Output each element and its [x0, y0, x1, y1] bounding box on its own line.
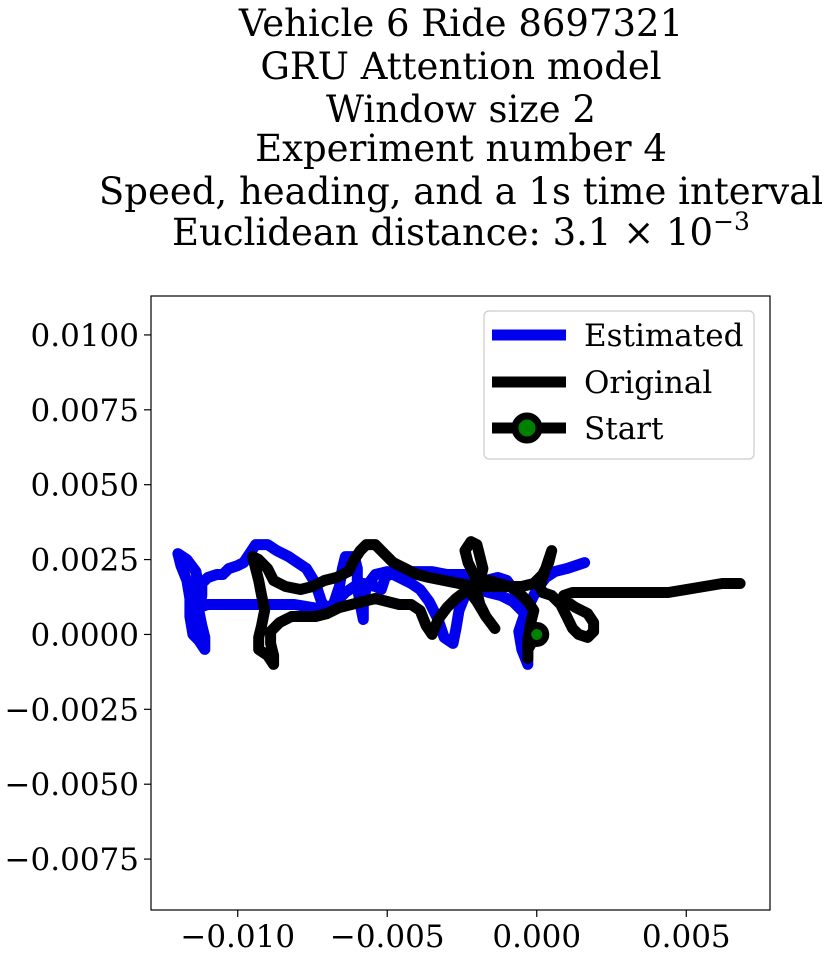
legend-start-label: Start — [584, 411, 664, 447]
x-tick-label: −0.010 — [180, 919, 295, 955]
y-tick-label: 0.0050 — [31, 468, 139, 504]
legend-start-marker — [511, 412, 543, 444]
legend-estimated-label: Estimated — [584, 318, 743, 354]
chart-title: Vehicle 6 Ride 8697321 GRU Attention mod… — [99, 2, 823, 254]
y-tick-label: 0.0100 — [31, 318, 139, 354]
distance-mantissa: 3.1 — [553, 211, 612, 254]
legend-original-label: Original — [584, 365, 712, 401]
y-tick-label: −0.0050 — [5, 767, 139, 803]
title-line-2: GRU Attention model — [260, 45, 661, 88]
y-tick-label: −0.0025 — [5, 692, 139, 728]
y-tick-label: 0.0000 — [31, 617, 139, 653]
axes-frame — [150, 295, 771, 911]
y-tick-label: 0.0075 — [31, 393, 139, 429]
plot-area — [172, 536, 746, 670]
distance-times: × 10 — [611, 211, 713, 254]
x-tick-label: 0.000 — [492, 919, 581, 955]
title-line-6: Euclidean distance: 3.1 × 10−3 — [172, 207, 750, 254]
y-axis: 0.0100 0.0075 0.0050 0.0025 0.0000 −0.0025 −0.… — [5, 318, 151, 878]
x-tick-label: −0.005 — [330, 919, 445, 955]
x-tick-label: 0.005 — [642, 919, 731, 955]
y-tick-label: −0.0075 — [5, 842, 139, 878]
legend-frame — [483, 310, 755, 460]
distance-exponent: −3 — [713, 207, 750, 236]
x-axis: −0.010 −0.005 0.000 0.005 — [180, 910, 731, 955]
title-line-1: Vehicle 6 Ride 8697321 — [238, 2, 683, 45]
y-tick-label: 0.0025 — [31, 543, 139, 579]
start-marker — [524, 621, 550, 647]
title-line-5: Speed, heading, and a 1s time interval — [99, 170, 823, 213]
series-line-original — [247, 536, 746, 670]
legend: Estimated Original Start — [483, 310, 755, 460]
title-line-3: Window size 2 — [326, 88, 596, 131]
distance-label: Euclidean distance: — [172, 211, 553, 254]
title-line-4: Experiment number 4 — [255, 127, 667, 170]
